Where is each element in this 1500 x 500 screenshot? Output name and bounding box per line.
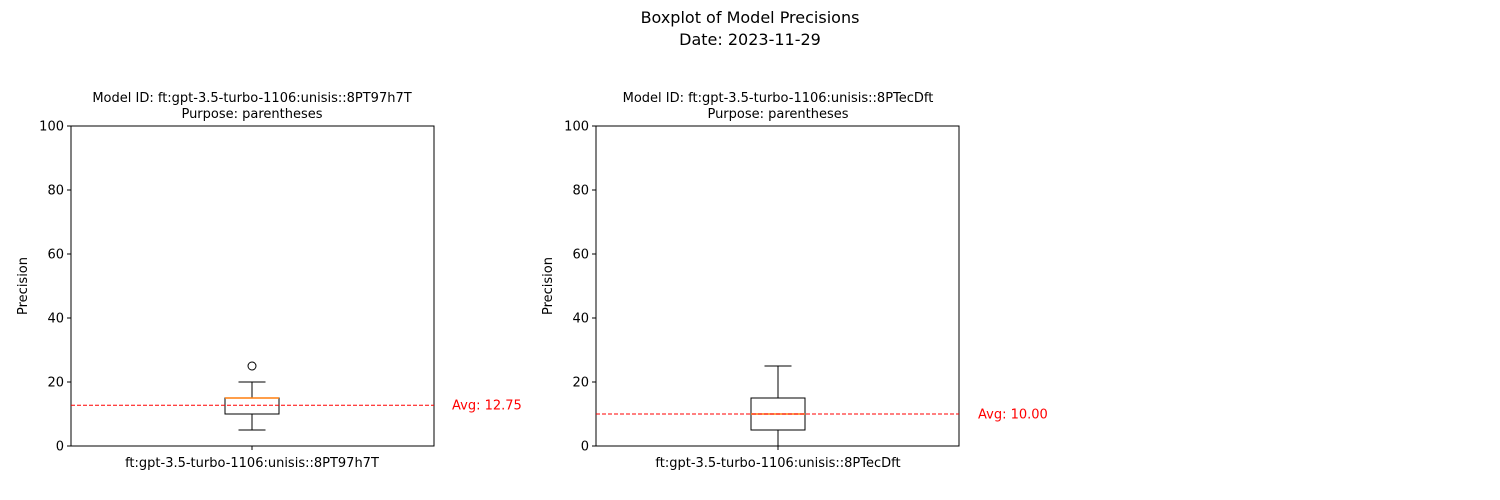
y-tick-label: 0 — [581, 440, 589, 455]
subplot-2-x-tick-label: ft:gpt-3.5-turbo-1106:unisis::8PTecDft — [655, 456, 900, 471]
y-tick-label: 20 — [572, 376, 589, 391]
subplot-2-average-label: Avg: 10.00 — [978, 408, 1048, 423]
subplot-1: Model ID: ft:gpt-3.5-turbo-1106:unisis::… — [16, 91, 522, 471]
box-iqr — [224, 397, 280, 415]
subplot-2-y-axis-label: Precision — [541, 257, 556, 315]
subplot-1-y-ticks: 0 20 40 60 80 100 — [39, 120, 71, 455]
y-tick-label: 20 — [47, 376, 64, 391]
subplot-1-boxplot — [224, 361, 280, 431]
y-tick-label: 40 — [572, 312, 589, 327]
subplot-2-boxplot — [750, 365, 806, 447]
subplot-1-y-axis-label: Precision — [16, 257, 31, 315]
figure-title: Boxplot of Model Precisions — [640, 8, 860, 27]
subplot-2-title-model: Model ID: ft:gpt-3.5-turbo-1106:unisis::… — [623, 91, 934, 106]
y-tick-label: 40 — [47, 312, 64, 327]
subplot-1-x-tick-label: ft:gpt-3.5-turbo-1106:unisis::8PT97h7T — [125, 456, 379, 471]
y-tick-label: 60 — [47, 248, 64, 263]
figure-subtitle-date: Date: 2023-11-29 — [679, 30, 821, 49]
y-tick-label: 100 — [564, 120, 589, 135]
y-tick-label: 0 — [56, 440, 64, 455]
y-tick-label: 60 — [572, 248, 589, 263]
y-tick-label: 100 — [39, 120, 64, 135]
subplot-1-average-label: Avg: 12.75 — [452, 399, 522, 414]
subplot-2-title-purpose: Purpose: parentheses — [707, 107, 848, 122]
y-tick-label: 80 — [47, 184, 64, 199]
subplot-1-title-purpose: Purpose: parentheses — [181, 107, 322, 122]
subplot-2: Model ID: ft:gpt-3.5-turbo-1106:unisis::… — [541, 91, 1048, 471]
subplot-1-title-model: Model ID: ft:gpt-3.5-turbo-1106:unisis::… — [92, 91, 411, 106]
outlier-point — [247, 361, 257, 371]
y-tick-label: 80 — [572, 184, 589, 199]
subplot-2-y-ticks: 0 20 40 60 80 100 — [564, 120, 596, 455]
